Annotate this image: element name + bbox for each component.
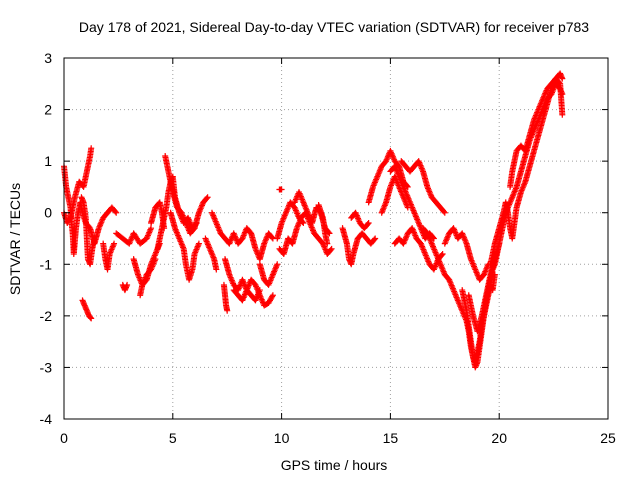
y-axis-label: SDTVAR / TECUs	[7, 183, 23, 295]
x-tick-label: 20	[491, 430, 507, 446]
data-point	[213, 266, 220, 273]
data-point	[364, 221, 371, 228]
data-point	[274, 261, 281, 268]
data-point	[66, 216, 73, 223]
data-point	[113, 209, 120, 216]
data-point	[152, 256, 159, 263]
y-tick-label: -3	[40, 359, 53, 375]
data-point	[112, 208, 119, 215]
data-point	[269, 234, 276, 241]
data-point	[372, 235, 379, 242]
data-point	[441, 209, 448, 216]
data-point	[91, 235, 98, 242]
data-point	[269, 293, 276, 300]
x-axis-label: GPS time / hours	[281, 457, 388, 473]
data-point	[438, 252, 445, 259]
data-point	[203, 195, 210, 202]
tick-layer: 0 5 10 15 20 25 -4 -3 -2 -1 0 1 2 3	[40, 50, 616, 446]
data-point	[559, 111, 566, 118]
data-point	[440, 208, 447, 215]
data-point	[88, 315, 95, 322]
data-point	[430, 235, 437, 242]
data-point	[324, 240, 331, 247]
plot-frame	[63, 57, 609, 420]
x-tick-label: 25	[600, 430, 616, 446]
data-point	[269, 292, 276, 299]
y-tick-label: -2	[40, 308, 53, 324]
data-point	[327, 246, 334, 253]
data-point	[559, 75, 566, 82]
data-point	[439, 250, 446, 257]
chart-title: Day 178 of 2021, Sidereal Day-to-day VTE…	[79, 19, 589, 35]
y-tick-label: 3	[44, 50, 52, 66]
data-point	[371, 236, 378, 243]
y-tick-label: 1	[44, 153, 52, 169]
data-point	[195, 240, 202, 247]
data-point	[148, 225, 155, 232]
data-point	[300, 220, 307, 227]
data-point	[278, 186, 285, 193]
y-tick-label: 0	[44, 205, 52, 221]
data-point	[328, 245, 335, 252]
x-tick-label: 0	[60, 430, 68, 446]
data-point	[204, 194, 211, 201]
x-tick-label: 15	[383, 430, 399, 446]
data-point	[224, 307, 231, 314]
data-point	[88, 145, 95, 152]
data-point	[87, 314, 94, 321]
data-point	[111, 240, 118, 247]
data-point	[124, 281, 131, 288]
x-tick-label: 10	[274, 430, 290, 446]
y-tick-label: -1	[40, 256, 53, 272]
y-tick-label: 2	[44, 102, 52, 118]
x-tick-label: 5	[169, 430, 177, 446]
data-layer	[61, 70, 566, 371]
grid-layer	[64, 58, 608, 419]
y-tick-label: -4	[40, 411, 53, 427]
data-point	[365, 220, 372, 227]
